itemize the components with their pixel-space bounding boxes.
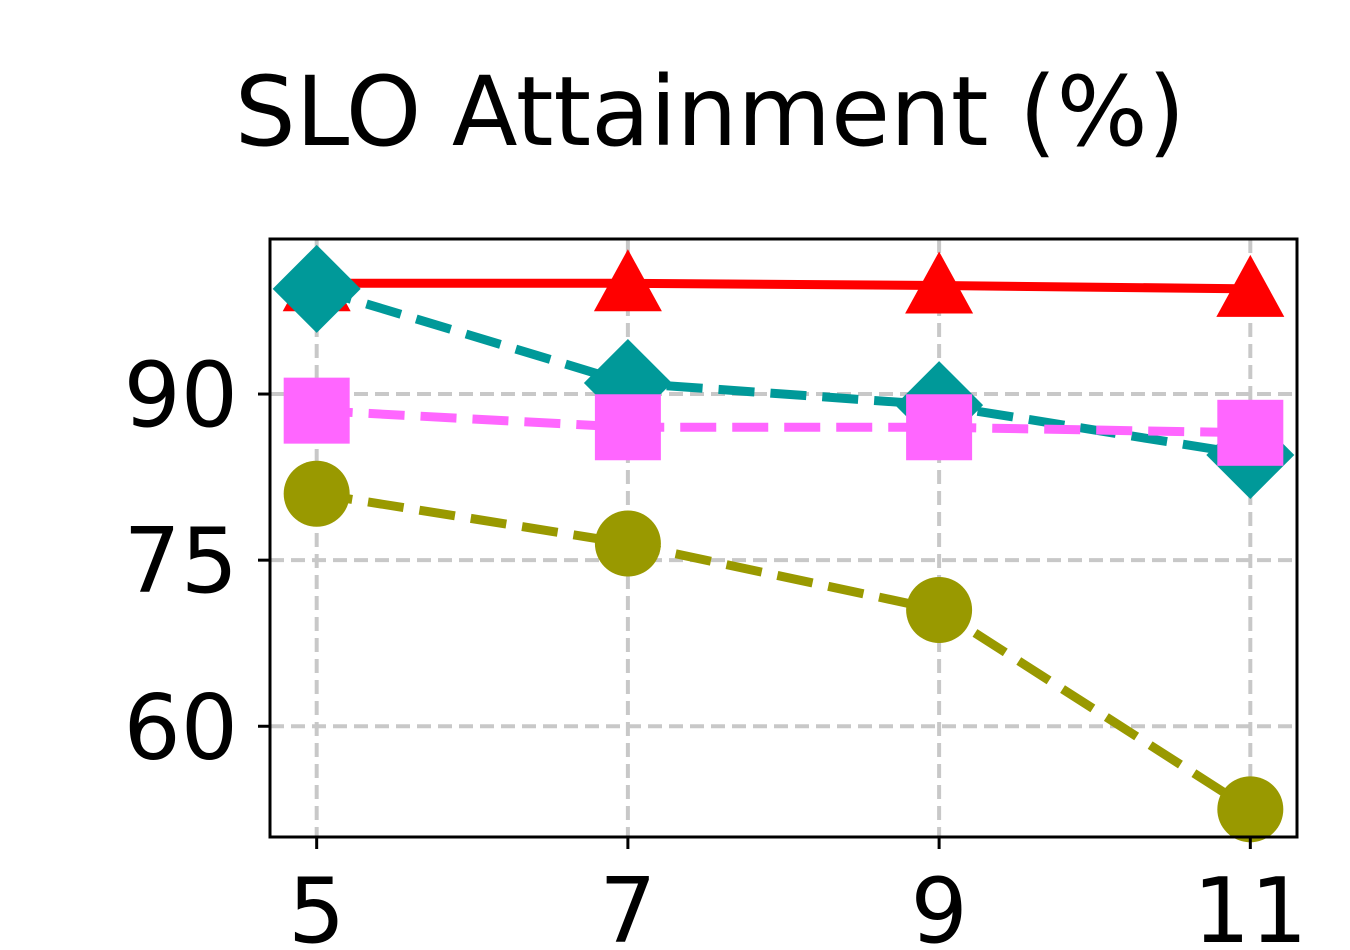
plot-frame [268,237,1299,839]
series-line [315,284,1252,460]
data-point-diamond [272,244,361,333]
series-line [316,278,1251,294]
y-tick-label: 90 [123,343,238,448]
series-circle [283,460,1284,843]
series-triangle [282,249,1285,317]
data-point-triangle [905,251,974,314]
y-tick-label: 60 [123,675,238,780]
data-point-triangle [1216,254,1285,317]
series-layer [272,244,1295,843]
series-line [315,489,1253,814]
chart-title: SLO Attainment (%) [235,56,1185,168]
data-point-square [906,394,973,461]
x-tick-label: 5 [288,859,345,950]
data-point-circle [906,576,973,643]
data-point-triangle [593,249,662,312]
data-point-circle [283,460,350,527]
series-line [316,406,1251,438]
data-point-circle [1217,776,1284,843]
x-tick-label: 9 [910,859,967,950]
series-square [283,377,1284,466]
data-point-circle [594,510,661,577]
ticks: 5 7 9 11 60 75 90 [123,343,1307,950]
data-point-square [283,377,350,444]
x-tick-label: 7 [599,859,656,950]
data-point-square [1217,399,1284,466]
grid [270,239,1297,837]
y-tick-label: 75 [123,509,238,614]
data-point-square [594,394,661,461]
x-tick-label: 11 [1193,859,1308,950]
